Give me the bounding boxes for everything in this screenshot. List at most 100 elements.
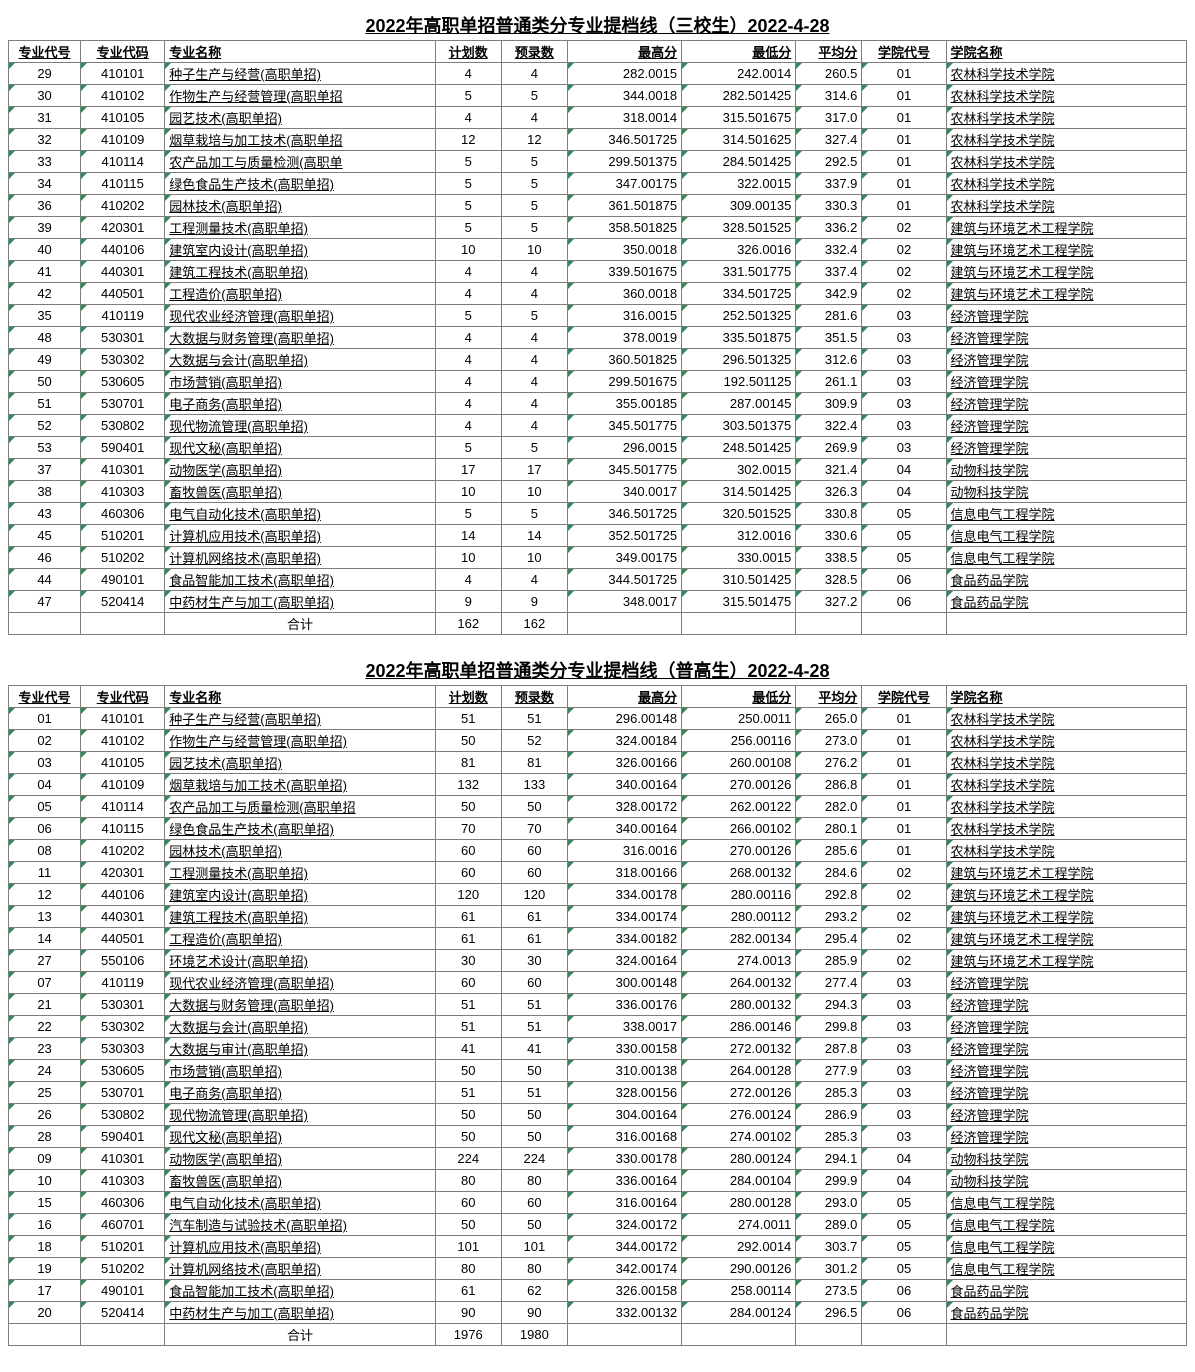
cell: 316.0015 xyxy=(567,305,681,327)
cell: 258.00114 xyxy=(682,1280,796,1302)
cell: 经济管理学院 xyxy=(946,1016,1186,1038)
cell: 23 xyxy=(9,1038,81,1060)
cell: 5 xyxy=(501,85,567,107)
cell: 01 xyxy=(862,173,946,195)
table-row: 26530802现代物流管理(高职单招)5050304.00164276.001… xyxy=(9,1104,1187,1126)
cell: 工程测量技术(高职单招) xyxy=(165,862,435,884)
cell: 287.00145 xyxy=(682,393,796,415)
cell: 351.5 xyxy=(796,327,862,349)
col-header: 专业名称 xyxy=(165,41,435,63)
cell: 4 xyxy=(501,349,567,371)
cell: 01 xyxy=(862,129,946,151)
cell: 301.2 xyxy=(796,1258,862,1280)
table-row: 15460306电气自动化技术(高职单招)6060316.00164280.00… xyxy=(9,1192,1187,1214)
cell: 303.7 xyxy=(796,1236,862,1258)
cell: 277.4 xyxy=(796,972,862,994)
table-row: 41440301建筑工程技术(高职单招)44339.501675331.5017… xyxy=(9,261,1187,283)
table-row: 04410109烟草栽培与加工技术(高职单招)132133340.0016427… xyxy=(9,774,1187,796)
cell: 316.0016 xyxy=(567,840,681,862)
cell: 24 xyxy=(9,1060,81,1082)
cell: 336.2 xyxy=(796,217,862,239)
cell: 266.00102 xyxy=(682,818,796,840)
cell: 81 xyxy=(501,752,567,774)
cell: 03 xyxy=(862,305,946,327)
cell: 4 xyxy=(435,393,501,415)
cell: 9 xyxy=(435,591,501,613)
cell: 324.00164 xyxy=(567,950,681,972)
cell: 经济管理学院 xyxy=(946,327,1186,349)
cell: 12 xyxy=(9,884,81,906)
col-header: 专业代号 xyxy=(9,686,81,708)
cell: 328.5 xyxy=(796,569,862,591)
col-header: 最低分 xyxy=(682,686,796,708)
table-row: 30410102作物生产与经营管理(高职单招55344.0018282.5014… xyxy=(9,85,1187,107)
cell: 348.0017 xyxy=(567,591,681,613)
cell: 03 xyxy=(862,349,946,371)
cell: 05 xyxy=(862,547,946,569)
cell: 大数据与财务管理(高职单招) xyxy=(165,994,435,1016)
cell: 286.8 xyxy=(796,774,862,796)
cell: 经济管理学院 xyxy=(946,415,1186,437)
cell: 338.0017 xyxy=(567,1016,681,1038)
cell: 324.00172 xyxy=(567,1214,681,1236)
cell: 4 xyxy=(501,569,567,591)
cell: 192.501125 xyxy=(682,371,796,393)
cell: 312.0016 xyxy=(682,525,796,547)
cell: 4 xyxy=(501,283,567,305)
table-row: 34410115绿色食品生产技术(高职单招)55347.00175322.001… xyxy=(9,173,1187,195)
page-root: 2022年高职单招普通类分专业提档线（三校生）2022-4-28专业代号专业代码… xyxy=(8,8,1187,1346)
table-row: 05410114农产品加工与质量检测(高职单招5050328.00172262.… xyxy=(9,796,1187,818)
cell: 03 xyxy=(862,972,946,994)
cell: 273.0 xyxy=(796,730,862,752)
summary-empty xyxy=(9,613,81,635)
cell: 60 xyxy=(435,972,501,994)
cell: 70 xyxy=(501,818,567,840)
cell: 282.501425 xyxy=(682,85,796,107)
cell: 14 xyxy=(501,525,567,547)
cell: 中药材生产与加工(高职单招) xyxy=(165,1302,435,1324)
cell: 48 xyxy=(9,327,81,349)
cell: 农林科学技术学院 xyxy=(946,730,1186,752)
cell: 410102 xyxy=(81,730,165,752)
cell: 292.5 xyxy=(796,151,862,173)
cell: 建筑与环境艺术工程学院 xyxy=(946,906,1186,928)
cell: 农林科学技术学院 xyxy=(946,107,1186,129)
cell: 工程造价(高职单招) xyxy=(165,928,435,950)
cell: 318.0014 xyxy=(567,107,681,129)
table-row: 33410114农产品加工与质量检测(高职单55299.501375284.50… xyxy=(9,151,1187,173)
cell: 80 xyxy=(435,1258,501,1280)
cell: 337.9 xyxy=(796,173,862,195)
cell: 340.00164 xyxy=(567,818,681,840)
cell: 289.0 xyxy=(796,1214,862,1236)
cell: 268.00132 xyxy=(682,862,796,884)
cell: 50 xyxy=(435,1060,501,1082)
cell: 计算机网络技术(高职单招) xyxy=(165,1258,435,1280)
cell: 101 xyxy=(501,1236,567,1258)
cell: 37 xyxy=(9,459,81,481)
cell: 建筑工程技术(高职单招) xyxy=(165,261,435,283)
cell: 410115 xyxy=(81,173,165,195)
cell: 17 xyxy=(435,459,501,481)
col-header: 平均分 xyxy=(796,41,862,63)
cell: 101 xyxy=(435,1236,501,1258)
cell: 281.6 xyxy=(796,305,862,327)
cell: 05 xyxy=(862,503,946,525)
cell: 51 xyxy=(435,994,501,1016)
table-row: 49530302大数据与会计(高职单招)44360.501825296.5013… xyxy=(9,349,1187,371)
col-header: 专业名称 xyxy=(165,686,435,708)
cell: 282.00134 xyxy=(682,928,796,950)
table-row: 53590401现代文秘(高职单招)55296.0015248.50142526… xyxy=(9,437,1187,459)
cell: 经济管理学院 xyxy=(946,305,1186,327)
cell: 46 xyxy=(9,547,81,569)
cell: 334.501725 xyxy=(682,283,796,305)
cell: 10 xyxy=(435,239,501,261)
cell: 4 xyxy=(435,371,501,393)
cell: 05 xyxy=(9,796,81,818)
summary-prerec: 162 xyxy=(501,613,567,635)
table-block-1: 2022年高职单招普通类分专业提档线（普高生）2022-4-28专业代号专业代码… xyxy=(8,653,1187,1346)
cell: 299.501675 xyxy=(567,371,681,393)
cell: 汽车制造与试验技术(高职单招) xyxy=(165,1214,435,1236)
cell: 530303 xyxy=(81,1038,165,1060)
cell: 339.501675 xyxy=(567,261,681,283)
cell: 04 xyxy=(862,459,946,481)
